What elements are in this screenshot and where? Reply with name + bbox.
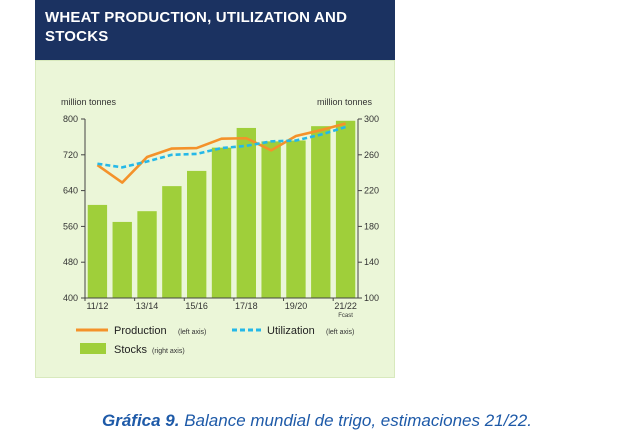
- legend-stocks-label: Stocks: [114, 344, 148, 356]
- right-tick-label: 140: [364, 257, 379, 267]
- x-tick-label: 21/22: [334, 301, 357, 311]
- stocks-bar: [261, 141, 281, 298]
- left-tick-label: 640: [63, 186, 78, 196]
- left-tick-label: 400: [63, 293, 78, 303]
- x-tick-label: 13/14: [136, 301, 159, 311]
- figure-caption: Gráfica 9. Balance mundial de trigo, est…: [0, 411, 634, 431]
- legend-production-note: (left axis): [178, 329, 206, 336]
- left-tick-label: 560: [63, 221, 78, 231]
- production-line: [96, 122, 346, 184]
- stocks-bar: [311, 126, 331, 298]
- chart-title: WHEAT PRODUCTION, UTILIZATION AND STOCKS: [45, 9, 348, 45]
- legend-stocks-note: (right axis): [152, 348, 185, 355]
- legend-stocks-swatch: [80, 343, 106, 354]
- left-axis-label: million tonnes: [61, 97, 117, 107]
- x-tick-sublabel: Fcast: [338, 313, 353, 319]
- utilization-line: [97, 125, 346, 169]
- stocks-bar: [137, 211, 157, 298]
- legend-utilization-note: (left axis): [326, 329, 354, 336]
- right-tick-label: 260: [364, 150, 379, 160]
- right-tick-label: 220: [364, 186, 379, 196]
- legend-production-label: Production: [114, 325, 167, 337]
- chart-header: WHEAT PRODUCTION, UTILIZATION AND STOCKS: [35, 0, 395, 60]
- right-axis-label: million tonnes: [317, 97, 373, 107]
- stocks-bar: [335, 120, 356, 298]
- left-tick-label: 480: [63, 257, 78, 267]
- stocks-bar: [286, 140, 306, 298]
- caption-label: Gráfica 9.: [102, 411, 180, 430]
- stocks-bar: [187, 170, 207, 298]
- right-tick-label: 300: [364, 114, 379, 124]
- caption-text: Balance mundial de trigo, estimaciones 2…: [179, 411, 532, 430]
- stocks-bar: [87, 204, 108, 298]
- right-tick-label: 180: [364, 221, 379, 231]
- stocks-bar: [112, 221, 132, 298]
- stocks-bar: [162, 186, 182, 298]
- legend-utilization-label: Utilization: [267, 325, 315, 337]
- stocks-bar: [211, 147, 232, 298]
- stocks-bar: [236, 127, 256, 298]
- x-tick-label: 11/12: [86, 301, 108, 311]
- x-tick-label: 17/18: [235, 301, 258, 311]
- left-tick-label: 720: [63, 150, 78, 160]
- left-tick-label: 800: [63, 114, 78, 124]
- right-tick-label: 100: [364, 293, 379, 303]
- x-tick-label: 19/20: [285, 301, 308, 311]
- chart: 400 480 560 640 720 800 100 140 180 220 260 300 mill…: [61, 97, 379, 356]
- x-tick-label: 15/16: [185, 301, 208, 311]
